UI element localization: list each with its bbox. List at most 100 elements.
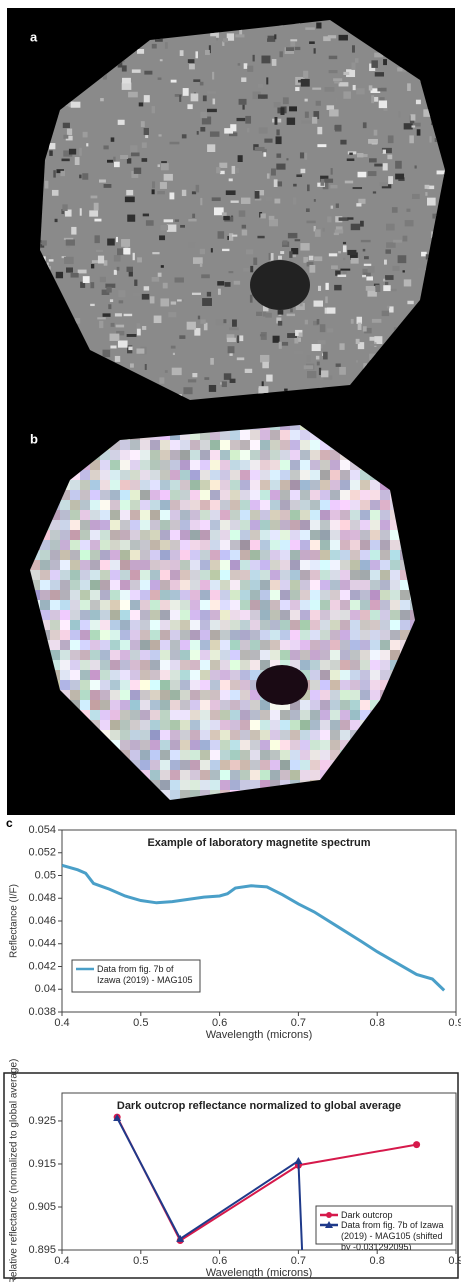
pixel bbox=[70, 490, 80, 500]
pixel bbox=[160, 730, 170, 740]
boulder bbox=[189, 242, 196, 248]
pixel bbox=[170, 540, 180, 550]
pixel bbox=[230, 570, 240, 580]
pixel bbox=[250, 580, 260, 590]
pixel bbox=[180, 720, 190, 730]
y-tick-label: 0.052 bbox=[28, 847, 56, 859]
pixel bbox=[210, 660, 220, 670]
pixel bbox=[300, 600, 310, 610]
pixel bbox=[230, 550, 240, 560]
pixel bbox=[270, 550, 280, 560]
pixel bbox=[140, 620, 150, 630]
pixel bbox=[190, 760, 200, 770]
pixel bbox=[70, 570, 80, 580]
pixel bbox=[350, 600, 360, 610]
boulder bbox=[371, 60, 378, 68]
boulder bbox=[241, 198, 250, 204]
pixel bbox=[310, 520, 320, 530]
boulder bbox=[212, 72, 214, 80]
pixel bbox=[190, 730, 200, 740]
boulder bbox=[132, 69, 141, 72]
pixel bbox=[190, 470, 200, 480]
pixel bbox=[160, 690, 170, 700]
boulder bbox=[137, 257, 142, 262]
pixel bbox=[360, 590, 370, 600]
pixel bbox=[100, 650, 110, 660]
pixel bbox=[300, 710, 310, 720]
pixel bbox=[160, 640, 170, 650]
pixel bbox=[100, 590, 110, 600]
pixel bbox=[100, 460, 110, 470]
pixel bbox=[260, 650, 270, 660]
boulder bbox=[91, 196, 98, 199]
pixel bbox=[320, 670, 330, 680]
pixel bbox=[360, 630, 370, 640]
pixel bbox=[120, 530, 130, 540]
pixel bbox=[240, 480, 250, 490]
boulder bbox=[90, 304, 95, 306]
pixel bbox=[180, 590, 190, 600]
boulder bbox=[107, 160, 113, 163]
pixel bbox=[110, 580, 120, 590]
pixel bbox=[60, 580, 70, 590]
boulder bbox=[269, 253, 271, 260]
pixel bbox=[60, 620, 70, 630]
pixel bbox=[70, 580, 80, 590]
pixel bbox=[300, 720, 310, 730]
pixel bbox=[110, 500, 120, 510]
pixel bbox=[260, 610, 270, 620]
pixel bbox=[300, 760, 310, 770]
pixel bbox=[290, 580, 300, 590]
pixel bbox=[310, 660, 320, 670]
boulder bbox=[110, 346, 116, 349]
pixel bbox=[370, 520, 380, 530]
boulder bbox=[71, 227, 76, 235]
boulder bbox=[187, 104, 192, 109]
boulder bbox=[295, 239, 301, 241]
pixel bbox=[180, 540, 190, 550]
pixel bbox=[380, 640, 390, 650]
pixel bbox=[150, 490, 160, 500]
pixel bbox=[320, 740, 330, 750]
pixel bbox=[210, 440, 220, 450]
boulder bbox=[287, 118, 295, 125]
boulder bbox=[305, 99, 308, 102]
boulder bbox=[293, 198, 296, 205]
pixel bbox=[220, 740, 230, 750]
boulder bbox=[349, 153, 353, 155]
boulder bbox=[165, 370, 168, 373]
pixel bbox=[110, 560, 120, 570]
pixel bbox=[320, 580, 330, 590]
boulder bbox=[339, 82, 349, 86]
boulder bbox=[387, 155, 392, 160]
pixel bbox=[180, 510, 190, 520]
pixel bbox=[270, 580, 280, 590]
pixel bbox=[310, 690, 320, 700]
boulder bbox=[128, 346, 132, 350]
boulder bbox=[347, 250, 356, 255]
y-tick-label: 0.895 bbox=[28, 1244, 56, 1256]
pixel bbox=[240, 560, 250, 570]
pixel bbox=[320, 710, 330, 720]
boulder bbox=[193, 95, 196, 97]
boulder bbox=[117, 248, 124, 255]
pixel bbox=[340, 510, 350, 520]
pixel bbox=[380, 620, 390, 630]
pixel bbox=[120, 600, 130, 610]
pixel bbox=[320, 500, 330, 510]
pixel bbox=[210, 720, 220, 730]
pixel bbox=[330, 540, 340, 550]
panel-label: b bbox=[30, 431, 38, 446]
boulder bbox=[276, 129, 279, 135]
pixel bbox=[350, 620, 360, 630]
pixel bbox=[370, 670, 380, 680]
boulder bbox=[78, 270, 87, 274]
pixel bbox=[120, 520, 130, 530]
boulder bbox=[209, 385, 216, 392]
pixel bbox=[320, 660, 330, 670]
pixel bbox=[380, 610, 390, 620]
pixel bbox=[290, 740, 300, 750]
pixel bbox=[120, 450, 130, 460]
boulder bbox=[154, 316, 162, 324]
boulder bbox=[230, 379, 236, 383]
